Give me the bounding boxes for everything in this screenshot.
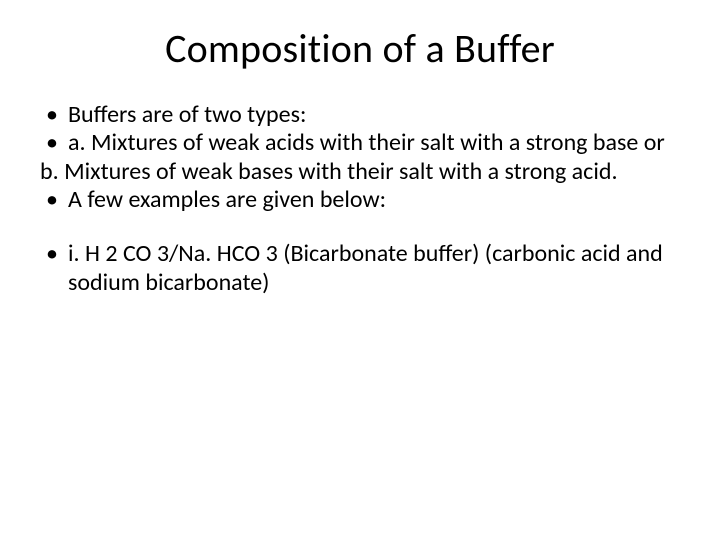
slide-title: Composition of a Buffer	[40, 24, 680, 73]
slide-body: Buffers are of two types: a. Mixtures of…	[40, 101, 680, 297]
bullet-item: Buffers are of two types:	[40, 101, 680, 129]
bullet-item: A few examples are given below:	[40, 186, 680, 214]
body-line: b. Mixtures of weak bases with their sal…	[40, 158, 680, 186]
slide: Composition of a Buffer Buffers are of t…	[0, 0, 720, 540]
spacer	[40, 214, 680, 240]
bullet-item: a. Mixtures of weak acids with their sal…	[40, 129, 680, 157]
bullet-item: i. H 2 CO 3/Na. HCO 3 (Bicarbonate buffe…	[40, 240, 680, 297]
